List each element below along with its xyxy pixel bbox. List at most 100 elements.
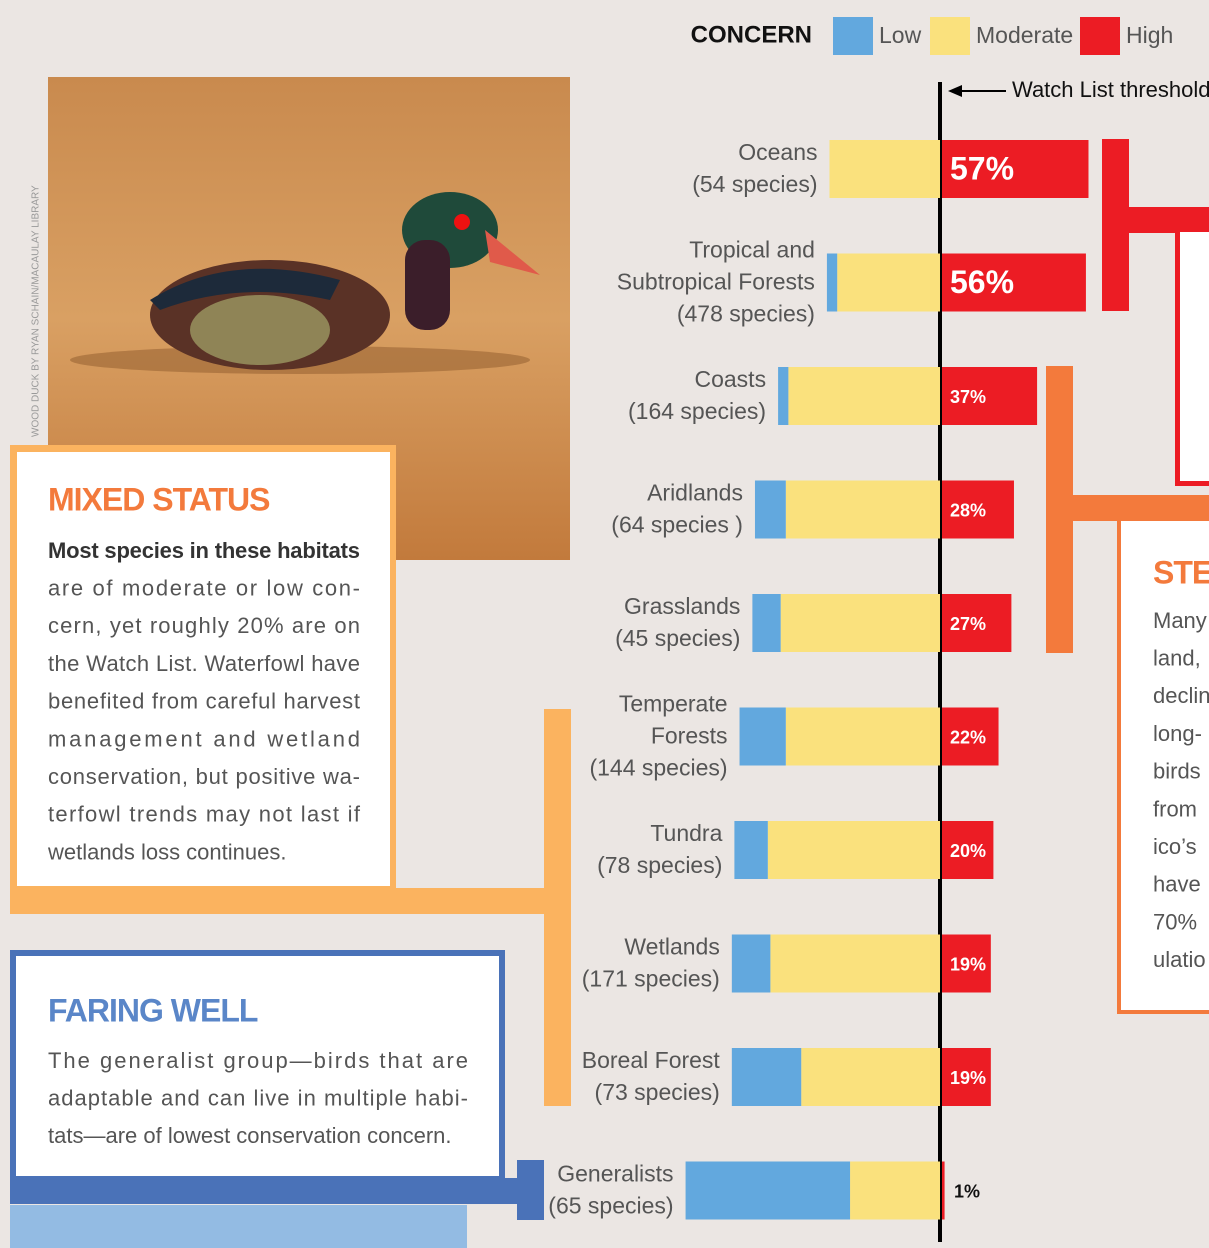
- category-label: (164 species): [628, 398, 766, 424]
- bar-moderate: [770, 934, 940, 993]
- bar-high: [942, 140, 1089, 198]
- category-label: Tundra: [650, 820, 722, 846]
- category-label: Oceans: [738, 139, 817, 165]
- bar-low: [734, 821, 768, 879]
- category-label: (478 species): [677, 301, 815, 327]
- panel-text: Most species in these habitats: [48, 538, 360, 563]
- bar-high: [942, 821, 994, 879]
- category-label: Wetlands: [624, 934, 719, 960]
- legend-label: Low: [879, 22, 922, 48]
- panel-text: are of moderate or low con-: [48, 576, 360, 601]
- bar-moderate: [801, 1048, 940, 1106]
- panel-text: adaptable and can live in multiple habi-: [48, 1086, 468, 1111]
- bar-high: [942, 480, 1014, 539]
- panel-text: declin: [1153, 683, 1209, 708]
- bar-high: [942, 934, 991, 993]
- threshold-label: Watch List threshold: [1012, 77, 1209, 102]
- panel-text: benefited from careful harvest: [48, 689, 360, 714]
- bar-moderate: [785, 707, 940, 766]
- panel-text: terfowl trends may not last if: [48, 802, 361, 827]
- value-label: 57%: [950, 150, 1014, 186]
- category-label: Temperate: [619, 691, 728, 717]
- category-label: (144 species): [589, 755, 727, 781]
- value-label: 27%: [950, 614, 986, 634]
- panel-text: tats—are of lowest conservation concern.: [48, 1123, 452, 1148]
- category-label: Generalists: [557, 1161, 673, 1187]
- bar-low: [752, 594, 781, 652]
- panel-title: FARING WELL: [48, 992, 258, 1028]
- bar-high: [942, 707, 999, 766]
- panel-text: land,: [1153, 646, 1201, 671]
- value-label: 56%: [950, 264, 1014, 300]
- value-label: 19%: [950, 1068, 986, 1088]
- high-box: [1180, 232, 1209, 481]
- category-label: (45 species): [615, 625, 740, 651]
- category-label: (65 species): [548, 1193, 673, 1219]
- bar-low: [826, 253, 838, 312]
- legend-label: High: [1126, 22, 1173, 48]
- bar-low: [754, 480, 786, 539]
- panel-text: cern, yet roughly 20% are on: [48, 613, 360, 638]
- value-label: 19%: [950, 954, 986, 974]
- panel-text: wetlands loss continues.: [47, 839, 286, 864]
- bar-high: [942, 1161, 945, 1220]
- panel-text: birds: [1153, 759, 1201, 784]
- bar-moderate: [780, 594, 940, 652]
- panel-text: 70%: [1153, 909, 1197, 934]
- bar-high: [942, 253, 1086, 312]
- category-label: (78 species): [597, 852, 722, 878]
- panel-text: ulatio: [1153, 947, 1206, 972]
- panel-text: from: [1153, 796, 1197, 821]
- bar-low: [685, 1161, 851, 1220]
- category-label: (171 species): [582, 966, 720, 992]
- panel-title: STE: [1153, 554, 1209, 590]
- panel-text: Many: [1153, 608, 1207, 633]
- panel-text: ico’s: [1153, 834, 1197, 859]
- value-label: 28%: [950, 500, 986, 520]
- bar-high: [942, 1048, 991, 1106]
- legend-title: CONCERN: [691, 21, 812, 48]
- value-label: 37%: [950, 387, 986, 407]
- category-label: Tropical and: [689, 237, 815, 263]
- category-label: (54 species): [692, 171, 817, 197]
- legend-swatch: [930, 17, 970, 55]
- panel-title: MIXED STATUS: [48, 481, 270, 517]
- category-label: Boreal Forest: [582, 1047, 721, 1073]
- legend-swatch: [1080, 17, 1120, 55]
- panel-text: The generalist group—birds that are: [48, 1048, 468, 1073]
- bar-low: [739, 707, 786, 766]
- bar-low: [778, 367, 789, 425]
- value-label: 1%: [954, 1181, 980, 1201]
- bar-moderate: [785, 480, 940, 539]
- bar-moderate: [850, 1161, 940, 1220]
- photo-credit: Wood Duck by Ryan Schain/Macaulay Librar…: [31, 185, 42, 437]
- arrow-head: [948, 85, 962, 97]
- category-label: Forests: [651, 723, 728, 749]
- category-label: Aridlands: [647, 480, 743, 506]
- bar-moderate: [767, 821, 940, 879]
- panel-text: long-: [1153, 721, 1202, 746]
- legend-label: Moderate: [976, 22, 1073, 48]
- category-label: Grasslands: [624, 593, 740, 619]
- panel-text: the Watch List. Waterfowl have: [48, 651, 360, 676]
- category-label: (64 species ): [611, 512, 743, 538]
- legend-swatch: [833, 17, 873, 55]
- bar-high: [942, 367, 1038, 425]
- bar-moderate: [788, 367, 940, 425]
- mixed-box: [17, 452, 390, 886]
- bar-moderate: [837, 253, 940, 312]
- panel-text: management and wetland: [48, 726, 360, 751]
- faring-box: [16, 956, 499, 1176]
- category-label: (73 species): [595, 1079, 720, 1105]
- bar-high: [942, 594, 1012, 652]
- bar-low: [731, 1048, 802, 1106]
- panel-text: conservation, but positive wa-: [48, 764, 360, 789]
- category-label: Coasts: [694, 366, 766, 392]
- steady-box: [1121, 521, 1209, 1010]
- bar-moderate: [829, 140, 940, 198]
- category-label: Subtropical Forests: [617, 269, 815, 295]
- value-label: 20%: [950, 841, 986, 861]
- bar-low: [731, 934, 771, 993]
